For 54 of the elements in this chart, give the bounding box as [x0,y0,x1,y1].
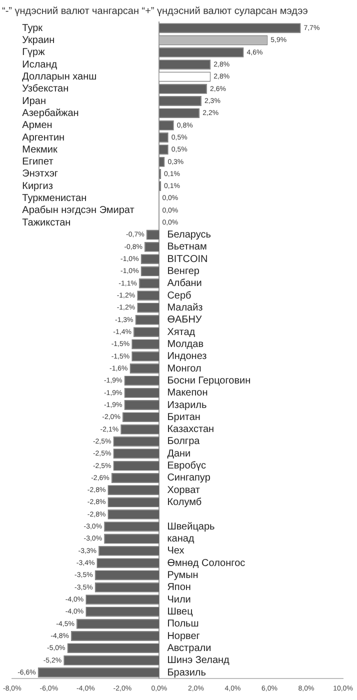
y-tick-label: Босни Герцоговин [167,375,251,386]
y-tick-label: ӨАБНУ [167,314,202,326]
y-tick-label: Венгер [167,266,200,278]
y-tick-label: Хятад [167,326,196,338]
y-tick-label: Колумб [167,497,202,508]
y-tick-label: Дани [167,448,191,460]
y-tick-label: Польш [167,618,199,630]
y-tick-label: Долларын ханш [22,71,97,82]
y-tick-label: Иран [22,96,46,107]
y-tick-label: Арабын нэгдсэн Эмират [22,205,135,216]
y-tick-label: Чили [167,594,191,606]
y-tick-label: Өмнөд Солонгос [167,558,246,569]
y-tick-label: Норвег [167,630,200,642]
y-tick-label: Аргентин [22,132,65,144]
y-tick-label: Бразиль [167,667,206,678]
y-tick-label: Армен [22,120,52,132]
y-tick-label: Монгол [167,363,202,374]
y-tick-label: Изариль [167,400,207,411]
y-tick-label: Киргиз [22,180,54,192]
y-tick-label: Египет [22,156,54,168]
y-tick-label: Исланд [22,59,58,70]
y-tick-label: Швец [167,606,194,618]
y-tick-label: Малайз [167,302,204,314]
y-tick-label: Болгра [167,436,200,448]
y-tick-label: Британ [167,412,200,423]
y-tick-label: Япон [167,582,191,594]
y-tick-label: Украин [22,34,55,46]
y-tick-label: Турк [22,22,44,34]
y-tick-label: Гүрж [22,47,46,58]
y-tick-label: Казахстан [167,424,214,436]
y-tick-label: Молдав [167,338,204,350]
y-tick-label: Чех [167,546,184,557]
y-tick-label: Хорват [167,484,200,496]
chart-title: “-” үндэсний валют чангарсан “+” үндэсний валют суларсан мэдээ [1,5,309,19]
y-tick-label: Мекмик [22,144,58,156]
y-tick-label: Тажикстан [22,217,71,228]
y-tick-label: Азербайжан [22,108,79,119]
y-tick-label: Евробүс [167,460,206,472]
y-tick-label: Туркменистан [22,193,87,204]
y-tick-label: Румын [167,570,198,581]
y-tick-label: Сингапур [167,472,211,484]
y-tick-label: канад [167,534,194,545]
y-tick-label: Шинэ Зеланд [167,655,230,666]
y-tick-label: Австрали [167,642,212,654]
y-tick-label: Макепон [167,388,208,399]
y-tick-label: Беларусь [167,230,211,241]
y-tick-label: Вьетнам [167,242,207,253]
y-tick-label: Албани [167,278,202,290]
y-tick-label: Швейцарь [167,521,215,532]
y-tick-label: Энэтхэг [22,168,58,180]
y-tick-label: Индонез [167,351,208,362]
y-tick-label: BITCOIN [167,254,208,265]
y-tick-label: Узбекстан [22,84,69,95]
y-tick-label: Серб [167,290,192,302]
